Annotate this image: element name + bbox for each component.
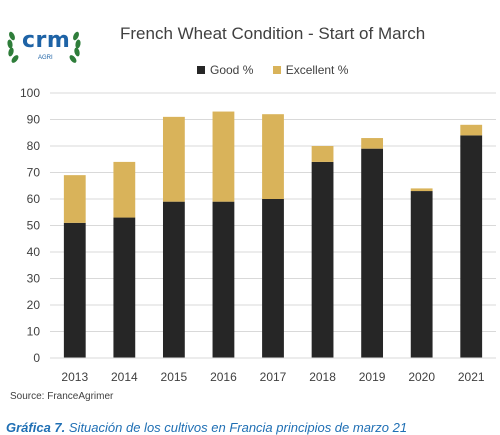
x-tick-label: 2019 [359, 370, 386, 384]
y-tick-label: 30 [27, 272, 41, 286]
y-tick-label: 80 [27, 139, 41, 153]
bar-good [410, 191, 433, 358]
bar-good [212, 201, 235, 358]
bar-good [262, 199, 284, 358]
bar-excellent [311, 146, 334, 162]
legend: Good % Excellent % [197, 63, 364, 77]
bar-excellent [361, 138, 384, 149]
chart-title: French Wheat Condition - Start of March [120, 24, 426, 43]
y-tick-label: 10 [27, 325, 41, 339]
bar-good [361, 148, 384, 358]
y-tick-label: 70 [27, 166, 41, 180]
y-tick-label: 20 [27, 298, 41, 312]
x-tick-label: 2013 [61, 370, 88, 384]
bar-excellent [262, 114, 284, 199]
legend-item-excellent: Excellent % [272, 63, 349, 77]
bar-good [63, 222, 86, 358]
bar-excellent [113, 161, 136, 218]
logo-sub: AGRI [38, 55, 53, 61]
source-note: Source: FranceAgrimer [10, 391, 114, 402]
bar-excellent [460, 124, 483, 136]
bar-good [460, 135, 483, 358]
x-tick-label: 2021 [458, 370, 485, 384]
y-tick-label: 100 [20, 86, 40, 100]
caption-text: Situación de los cultivos en Francia pri… [68, 420, 408, 435]
legend-label-good: Good % [210, 63, 254, 77]
y-tick-label: 50 [27, 219, 41, 233]
laurel-icon [7, 31, 81, 63]
x-tick-label: 2014 [111, 370, 138, 384]
bar-excellent [410, 188, 433, 192]
bar-excellent [212, 111, 235, 202]
y-tick-label: 90 [27, 113, 41, 127]
bar-good [162, 201, 185, 358]
bar-good [113, 217, 136, 358]
legend-swatch-excellent [272, 66, 281, 74]
logo-name: crm [22, 28, 71, 53]
legend-item-good: Good % [197, 63, 257, 77]
x-tick-label: 2017 [260, 370, 287, 384]
x-tick-label: 2018 [309, 370, 336, 384]
bar-chart: 0 10 20 30 40 50 60 70 80 90 100 2013 2014 2015 2016 20… [20, 86, 496, 384]
y-tick-label: 0 [33, 351, 40, 365]
x-tick-label: 2020 [408, 370, 435, 384]
caption: Gráfica 7. Situación de los cultivos en … [6, 420, 500, 435]
bar-good [311, 161, 334, 358]
x-tick-label: 2015 [161, 370, 188, 384]
x-tick-label: 2016 [210, 370, 237, 384]
y-tick-label: 60 [27, 192, 41, 206]
y-tick-label: 40 [27, 245, 41, 259]
bar-excellent [162, 116, 185, 202]
legend-swatch-good [197, 66, 205, 74]
bar-excellent [63, 175, 86, 223]
caption-label: Gráfica 7. [6, 420, 66, 435]
crm-logo: crm AGRI [4, 26, 84, 72]
legend-label-excellent: Excellent % [285, 63, 349, 77]
